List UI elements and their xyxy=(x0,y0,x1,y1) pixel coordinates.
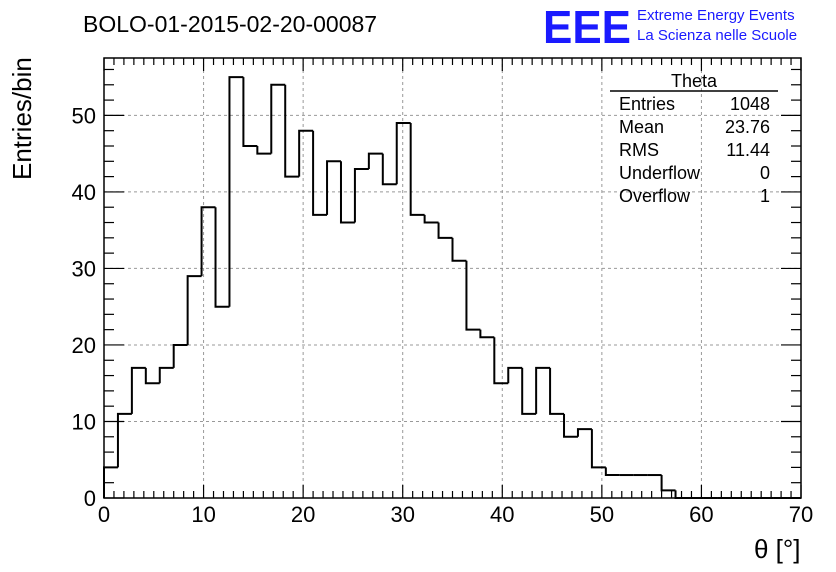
eee-logo: EEE Extreme Energy Events La Scienza nel… xyxy=(543,1,797,53)
x-axis-title: θ [°] xyxy=(754,534,801,564)
histogram-bin xyxy=(172,343,188,368)
x-tick-label: 20 xyxy=(291,502,315,527)
histogram-bin xyxy=(437,222,453,239)
histogram-bin xyxy=(228,76,244,307)
stats-value: 11.44 xyxy=(726,140,770,160)
histogram-bin xyxy=(270,83,286,154)
histogram-bin xyxy=(674,490,690,499)
x-tick-label: 50 xyxy=(590,502,614,527)
x-tick-label: 60 xyxy=(689,502,713,527)
histogram-bin xyxy=(535,366,551,414)
chart-title: BOLO-01-2015-02-20-00087 xyxy=(83,11,377,37)
histogram-bin xyxy=(116,412,132,468)
logo-line-2: La Scienza nelle Scuole xyxy=(637,27,797,44)
histogram-bin xyxy=(242,77,258,147)
histogram-bin xyxy=(326,160,341,215)
stats-label: Underflow xyxy=(619,163,701,183)
x-tick-label: 30 xyxy=(390,502,414,527)
histogram-bin xyxy=(381,153,397,186)
x-tick-label: 0 xyxy=(98,502,110,527)
stats-label: RMS xyxy=(619,140,659,160)
stats-label: Mean xyxy=(619,117,664,137)
histogram-bin xyxy=(353,167,369,223)
eee-logo-mark: EEE xyxy=(543,1,631,53)
stats-box: Theta Entries 1048 Mean 23.76 RMS 11.44 … xyxy=(610,71,778,206)
stats-label: Overflow xyxy=(619,186,691,206)
y-tick-label: 40 xyxy=(72,180,96,205)
histogram-bin xyxy=(604,467,620,477)
histogram-bin xyxy=(298,129,314,177)
histogram-bin xyxy=(312,130,328,216)
y-tick-label: 50 xyxy=(72,103,96,128)
histogram-bin xyxy=(395,122,411,185)
histogram-bin xyxy=(144,367,160,385)
histogram-bin xyxy=(423,214,439,224)
y-tick-label: 0 xyxy=(84,486,96,511)
stats-value: 1 xyxy=(760,186,770,206)
histogram-bars xyxy=(103,76,801,499)
grid-lines xyxy=(104,58,801,498)
histogram-bin xyxy=(256,146,272,155)
stats-value: 1048 xyxy=(730,94,770,114)
histogram-bin xyxy=(409,123,425,216)
x-tick-label: 10 xyxy=(191,502,215,527)
histogram-bin xyxy=(186,275,202,345)
histogram-bin xyxy=(590,429,606,469)
histogram-bin xyxy=(507,366,523,384)
histogram-bin xyxy=(367,152,383,169)
y-tick-label: 10 xyxy=(72,409,96,434)
histogram-bin xyxy=(563,413,578,438)
y-tick-label: 20 xyxy=(72,333,96,358)
histogram-bin xyxy=(479,329,495,339)
stats-value: 23.76 xyxy=(725,117,770,137)
plot-area-border xyxy=(103,57,802,499)
x-tick-label: 70 xyxy=(789,502,813,527)
histogram-bin xyxy=(521,367,537,415)
histogram-bin xyxy=(284,84,300,178)
plot-frame xyxy=(103,57,802,499)
histogram-bin xyxy=(451,237,467,262)
logo-line-1: Extreme Energy Events xyxy=(637,7,795,24)
x-tick-label: 40 xyxy=(490,502,514,527)
histogram-bin xyxy=(214,207,230,308)
stats-value: 0 xyxy=(760,163,770,183)
histogram-bin xyxy=(549,367,565,415)
histogram-bin xyxy=(339,161,355,224)
histogram-bin xyxy=(660,475,676,492)
histogram-bin xyxy=(200,206,216,277)
histogram-bin xyxy=(493,337,509,385)
histogram-bin xyxy=(576,428,592,437)
histogram-bin xyxy=(465,260,481,331)
y-axis-title: Entries/bin xyxy=(7,57,37,180)
stats-label: Entries xyxy=(619,94,675,114)
histogram-bin xyxy=(158,366,174,384)
axis-ticks xyxy=(103,58,802,499)
y-tick-label: 30 xyxy=(72,256,96,281)
stats-title: Theta xyxy=(671,71,718,91)
histogram-bin xyxy=(130,366,146,414)
